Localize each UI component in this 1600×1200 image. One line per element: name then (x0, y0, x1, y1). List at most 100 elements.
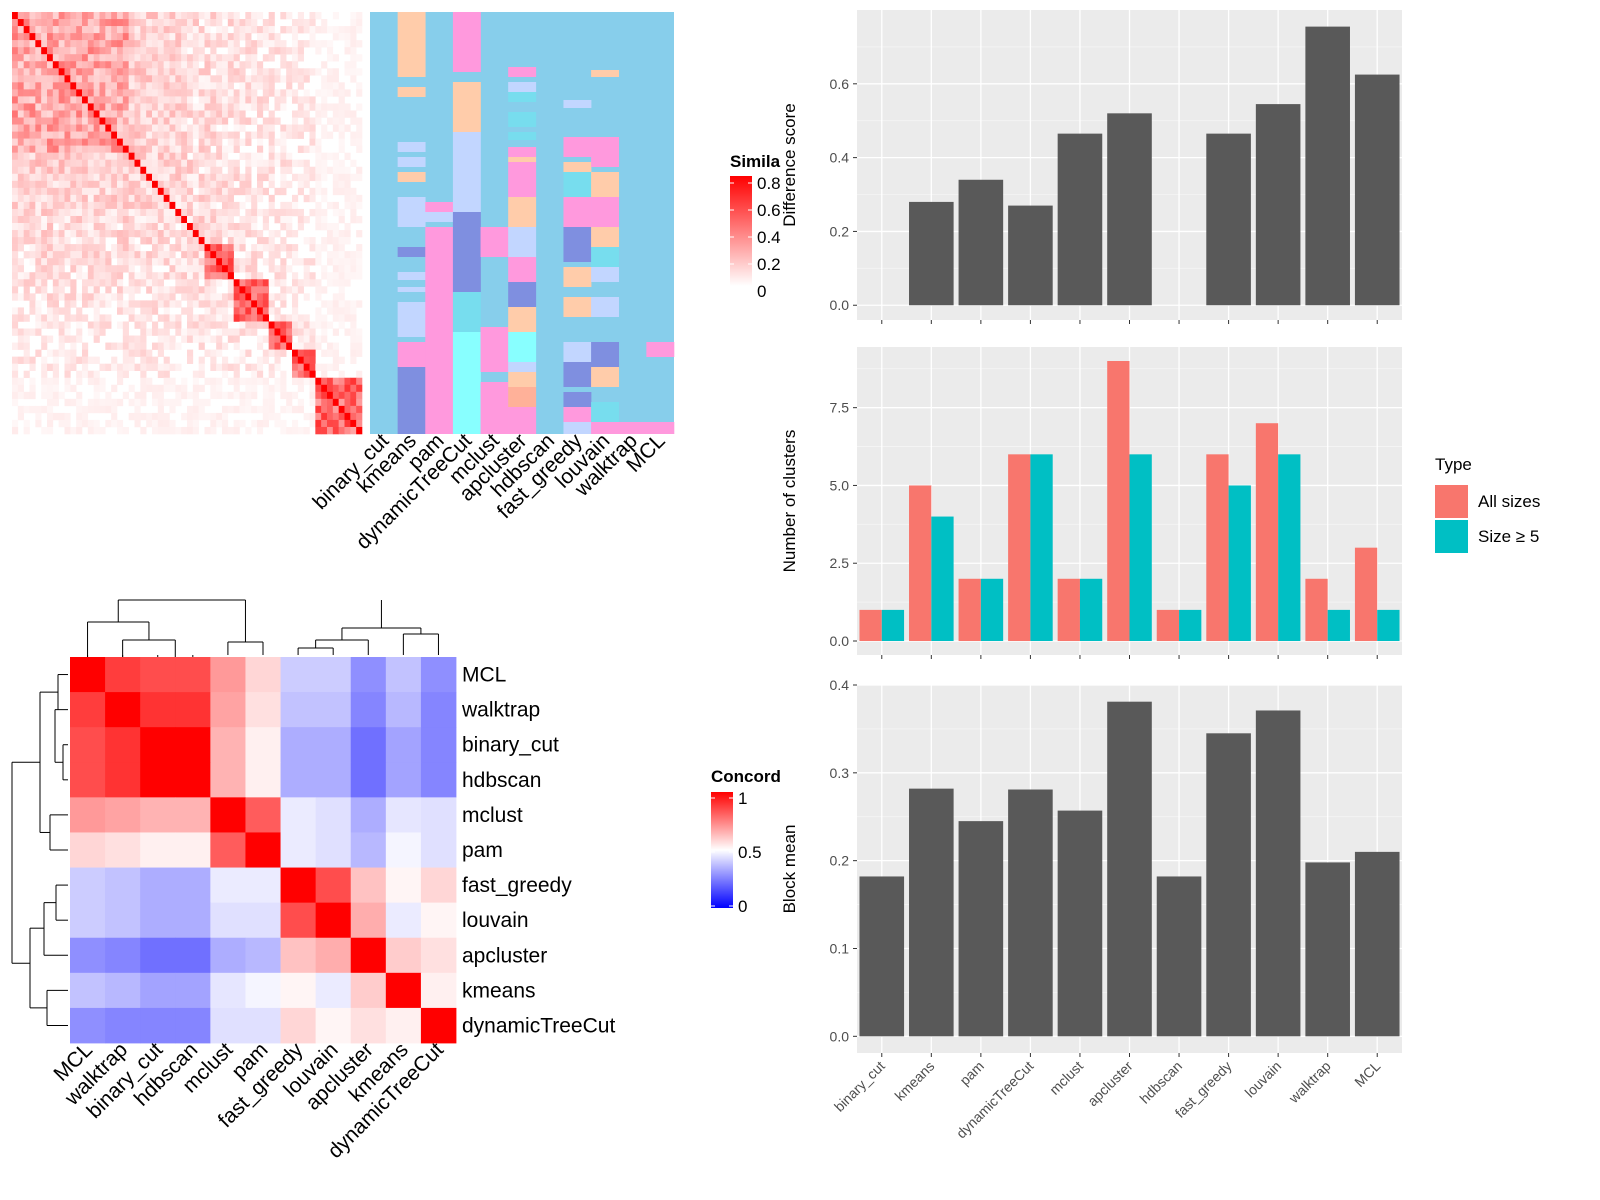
similarity-cell (47, 152, 54, 160)
similarity-cell (222, 370, 229, 379)
y-tick-label: 2.5 (830, 555, 850, 571)
similarity-cell (204, 194, 211, 203)
similarity-cell (262, 419, 269, 428)
similarity-cell (152, 152, 159, 160)
similarity-cell (82, 412, 89, 421)
similarity-cell (233, 258, 240, 266)
similarity-cell (152, 230, 159, 238)
similarity-cell (216, 131, 223, 139)
similarity-cell (134, 26, 141, 34)
similarity-cell (122, 12, 129, 20)
similarity-cell (309, 349, 316, 357)
similarity-cell (251, 208, 258, 217)
similarity-cell (245, 426, 252, 435)
similarity-cell (35, 110, 42, 118)
similarity-cell (29, 117, 36, 125)
similarity-cell (128, 19, 135, 27)
similarity-cell (227, 215, 234, 224)
similarity-cell (52, 321, 59, 329)
similarity-cell (216, 61, 223, 69)
similarity-cell (309, 96, 316, 104)
similarity-cell (146, 384, 153, 393)
similarity-cell (356, 300, 363, 308)
similarity-cell (274, 377, 281, 386)
similarity-cell (70, 75, 77, 83)
similarity-cell (292, 96, 299, 104)
similarity-cell (152, 279, 159, 287)
similarity-cell (93, 103, 100, 111)
similarity-cell (70, 33, 77, 41)
similarity-cell (157, 286, 164, 294)
similarity-cell (204, 426, 211, 435)
similarity-cell (117, 272, 124, 280)
similarity-cell (309, 40, 316, 48)
similarity-cell (12, 33, 19, 41)
similarity-cell (99, 398, 106, 407)
concordance-cell (350, 657, 387, 693)
similarity-cell (163, 19, 170, 27)
similarity-cell (163, 131, 170, 139)
similarity-cell (47, 349, 54, 357)
similarity-cell (23, 54, 30, 62)
similarity-cell (233, 117, 240, 125)
similarity-cell (52, 265, 59, 273)
similarity-cell (17, 54, 24, 62)
similarity-cell (181, 384, 188, 393)
similarity-cell (99, 384, 106, 393)
similarity-cell (76, 159, 83, 168)
similarity-cell (58, 89, 65, 97)
similarity-cell (303, 272, 310, 280)
similarity-cell (286, 208, 293, 217)
similarity-cell (181, 131, 188, 139)
similarity-cell (257, 335, 264, 343)
similarity-cell (239, 26, 246, 34)
similarity-cell (70, 12, 77, 20)
similarity-cell (52, 110, 59, 118)
similarity-cell (87, 244, 94, 252)
similarity-cell (192, 40, 199, 48)
similarity-cell (105, 61, 112, 69)
concordance-cell (140, 972, 176, 1009)
similarity-cell (117, 47, 124, 55)
similarity-cell (117, 12, 124, 20)
similarity-cell (29, 194, 36, 203)
similarity-cell (35, 82, 42, 90)
class-segment (397, 197, 426, 227)
similarity-cell (268, 265, 275, 273)
similarity-cell (134, 19, 141, 27)
legend-tick-label: 0 (757, 282, 766, 301)
concordance-cell (245, 902, 281, 939)
similarity-cell (303, 117, 310, 125)
similarity-cell (350, 187, 357, 196)
similarity-cell (128, 342, 135, 350)
similarity-cell (344, 166, 351, 175)
concordance-cell (350, 902, 387, 939)
similarity-cell (292, 405, 299, 414)
similarity-cell (157, 89, 164, 97)
similarity-cell (76, 328, 83, 336)
similarity-cell (169, 12, 176, 20)
similarity-cell (309, 328, 316, 336)
similarity-cell (175, 19, 182, 27)
similarity-cell (222, 110, 229, 118)
similarity-cell (93, 26, 100, 34)
similarity-cell (268, 328, 275, 336)
similarity-cell (117, 370, 124, 379)
concordance-cell (175, 762, 211, 798)
similarity-cell (12, 40, 19, 48)
concordance-cell (140, 692, 176, 728)
similarity-cell (122, 54, 129, 62)
similarity-cell (297, 286, 304, 294)
similarity-cell (210, 180, 217, 189)
similarity-cell (204, 61, 211, 69)
class-segment (397, 247, 426, 257)
similarity-cell (163, 230, 170, 238)
similarity-cell (82, 223, 89, 231)
similarity-cell (309, 244, 316, 252)
similarity-cell (105, 159, 112, 168)
similarity-cell (93, 370, 100, 379)
similarity-cell (274, 244, 281, 252)
similarity-cell (128, 145, 135, 153)
similarity-cell (82, 286, 89, 294)
similarity-cell (292, 258, 299, 266)
